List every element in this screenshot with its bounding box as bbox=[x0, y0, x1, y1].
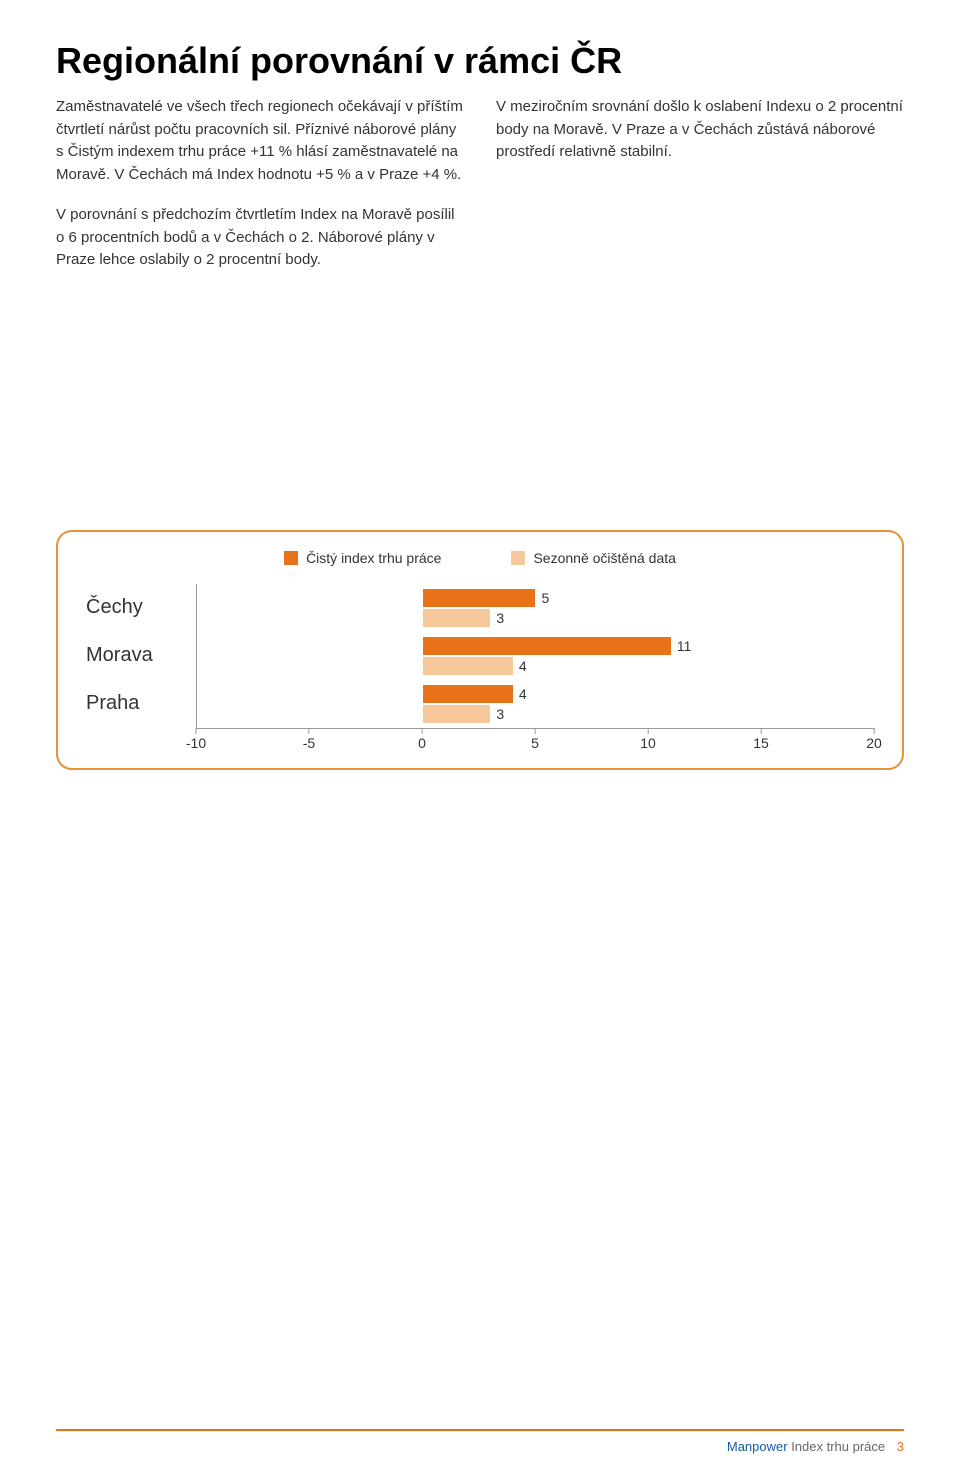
legend-label-2: Sezonně očištěná data bbox=[533, 550, 675, 566]
axis-tick: 15 bbox=[753, 729, 769, 751]
page-title: Regionální porovnání v rámci ČR bbox=[56, 40, 904, 82]
category-label: Morava bbox=[86, 632, 196, 680]
category-label: Praha bbox=[86, 680, 196, 728]
axis-tick: 5 bbox=[531, 729, 539, 751]
bar-series2: 3 bbox=[423, 609, 491, 627]
bars-area: 5311443 bbox=[196, 584, 874, 728]
bar-series1: 11 bbox=[423, 637, 671, 655]
left-p1: Zaměstnavatelé ve všech třech regionech … bbox=[56, 96, 464, 186]
legend-item-1: Čistý index trhu práce bbox=[284, 550, 441, 566]
category-labels: ČechyMoravaPraha bbox=[86, 584, 196, 728]
legend-item-2: Sezonně očištěná data bbox=[511, 550, 675, 566]
bar-series1: 4 bbox=[423, 685, 513, 703]
body-columns: Zaměstnavatelé ve všech třech regionech … bbox=[56, 96, 904, 290]
axis-tick: 10 bbox=[640, 729, 656, 751]
bar-value: 5 bbox=[535, 590, 549, 606]
category-label: Čechy bbox=[86, 584, 196, 632]
right-p1: V meziročním srovnání došlo k oslabení I… bbox=[496, 96, 904, 164]
axis-tick: 20 bbox=[866, 729, 882, 751]
footer-page: 3 bbox=[897, 1439, 904, 1454]
page-footer: Manpower Index trhu práce 3 bbox=[56, 1429, 904, 1454]
bar-value: 4 bbox=[513, 686, 527, 702]
bar-value: 3 bbox=[490, 706, 504, 722]
left-p2: V porovnání s předchozím čtvrtletím Inde… bbox=[56, 204, 464, 272]
bar-series2: 3 bbox=[423, 705, 491, 723]
left-column: Zaměstnavatelé ve všech třech regionech … bbox=[56, 96, 464, 290]
axis-tick: -5 bbox=[303, 729, 315, 751]
axis-tick: 0 bbox=[418, 729, 426, 751]
swatch-series2 bbox=[511, 551, 525, 565]
bar-value: 11 bbox=[671, 638, 692, 654]
right-column: V meziročním srovnání došlo k oslabení I… bbox=[496, 96, 904, 290]
bar-group: 43 bbox=[196, 680, 874, 728]
legend-label-1: Čistý index trhu práce bbox=[306, 550, 441, 566]
chart-legend: Čistý index trhu práce Sezonně očištěná … bbox=[86, 550, 874, 566]
axis-tick: -10 bbox=[186, 729, 206, 751]
bar-series1: 5 bbox=[423, 589, 536, 607]
regional-chart: Čistý index trhu práce Sezonně očištěná … bbox=[56, 530, 904, 770]
bar-value: 4 bbox=[513, 658, 527, 674]
x-axis: -10-505101520 bbox=[196, 728, 874, 752]
footer-text: Index trhu práce bbox=[791, 1439, 885, 1454]
swatch-series1 bbox=[284, 551, 298, 565]
footer-brand: Manpower bbox=[727, 1439, 788, 1454]
bar-series2: 4 bbox=[423, 657, 513, 675]
bar-group: 11 4 bbox=[196, 632, 874, 680]
bar-group: 53 bbox=[196, 584, 874, 632]
bar-value: 3 bbox=[490, 610, 504, 626]
chart-body: ČechyMoravaPraha 5311443 bbox=[86, 584, 874, 728]
